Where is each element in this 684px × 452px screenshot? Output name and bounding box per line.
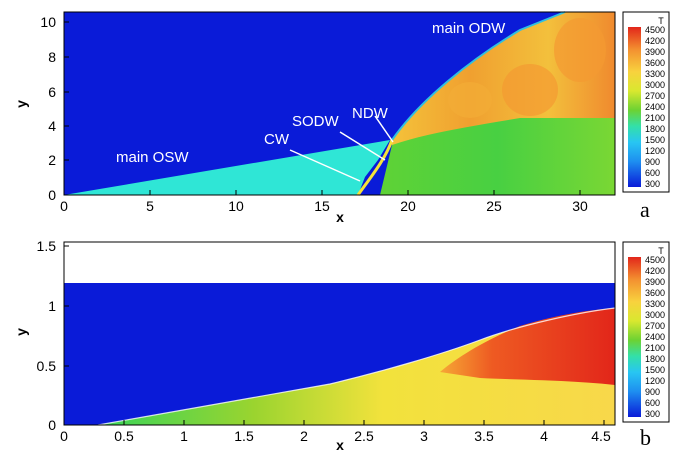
annotation-main-odw: main ODW bbox=[432, 20, 506, 37]
panel-a-y-tick-label: 0 bbox=[48, 187, 56, 203]
panel-a-x-axis-label: x bbox=[336, 209, 344, 225]
panel-a-x-tick-label: 30 bbox=[572, 198, 588, 214]
panel-a-warm-patch bbox=[554, 18, 606, 82]
panel-a-y-axis-label: y bbox=[13, 100, 29, 108]
panel-a-x-tick-label: 15 bbox=[314, 198, 330, 214]
panel-b-x-tick-label: 0.5 bbox=[114, 428, 134, 444]
legend-a-level: 4200 bbox=[645, 36, 665, 46]
legend-b-title: T bbox=[658, 246, 664, 256]
panel-a-osw-arrow bbox=[289, 149, 361, 182]
panel-b-x-tick-label: 2.5 bbox=[354, 428, 374, 444]
panel-a-x-tick-label: 20 bbox=[400, 198, 416, 214]
legend-a-level: 3900 bbox=[645, 47, 665, 57]
legend-a-level: 300 bbox=[645, 179, 660, 189]
legend-a-colorbar bbox=[628, 27, 641, 187]
panel-a-sodw-arrow bbox=[339, 131, 386, 161]
legend-b-level: 3600 bbox=[645, 288, 665, 298]
panel-a-y-tick-label: 10 bbox=[40, 14, 56, 30]
annotation-cw: CW bbox=[264, 131, 290, 148]
panel-b-boundary-line bbox=[97, 307, 616, 426]
legend-b-level: 3900 bbox=[645, 277, 665, 287]
legend-a-level: 3000 bbox=[645, 80, 665, 90]
panel-a-y-ticks bbox=[64, 21, 69, 196]
legend-b-level: 2100 bbox=[645, 343, 665, 353]
panel-a-label: a bbox=[640, 197, 650, 222]
legend-a-level: 4500 bbox=[645, 25, 665, 35]
panel-b-x-tick-label: 3 bbox=[420, 428, 428, 444]
legend-b-level: 1800 bbox=[645, 354, 665, 364]
legend-b-level: 4500 bbox=[645, 255, 665, 265]
legend-b-level: 600 bbox=[645, 398, 660, 408]
panel-b-x-ticks bbox=[63, 420, 605, 425]
panel-a-cw-curve bbox=[356, 139, 394, 196]
panel-b-label: b bbox=[640, 425, 651, 450]
legend-b-level: 4200 bbox=[645, 266, 665, 276]
panel-b: 0 0.5 1 1.5 2 2.5 3 3.5 4 4.5 x 0 0.5 1 … bbox=[13, 238, 651, 452]
legend-b-level: 3300 bbox=[645, 299, 665, 309]
panel-a-x-tick-label: 0 bbox=[60, 198, 68, 214]
legend-b-level: 300 bbox=[645, 409, 660, 419]
legend-a-level: 1800 bbox=[645, 124, 665, 134]
legend-a: T 4500 4200 3900 3600 3300 3000 2700 240… bbox=[622, 11, 670, 193]
panel-a-y-tick-label: 6 bbox=[48, 84, 56, 100]
panel-a-axes-frame bbox=[63, 11, 616, 196]
panel-a-y-tick-label: 4 bbox=[48, 118, 56, 134]
legend-b-level: 2400 bbox=[645, 332, 665, 342]
panel-a-osw-region bbox=[64, 140, 390, 195]
panel-a-ndw-arrow bbox=[374, 115, 394, 143]
panel-b-lower-wedge bbox=[98, 308, 615, 425]
panel-a-x-tick-label: 25 bbox=[486, 198, 502, 214]
panel-b-y-tick-label: 0.5 bbox=[37, 358, 57, 374]
panel-a-y-tick-label: 2 bbox=[48, 152, 56, 168]
panel-b-y-tick-label: 1 bbox=[48, 298, 56, 314]
panel-b-y-tick-label: 1.5 bbox=[37, 238, 57, 254]
panel-b-y-ticks bbox=[64, 245, 69, 426]
legend-b-level: 3000 bbox=[645, 310, 665, 320]
legend-b-level: 1200 bbox=[645, 376, 665, 386]
legend-a-level: 2100 bbox=[645, 113, 665, 123]
legend-b-colorbar bbox=[628, 257, 641, 417]
panel-b-y-tick-label: 0 bbox=[48, 417, 56, 433]
panel-a-y-tick-label: 8 bbox=[48, 49, 56, 65]
legend-b: T 4500 4200 3900 3600 3300 3000 2700 240… bbox=[622, 241, 670, 423]
legend-a-level: 1200 bbox=[645, 146, 665, 156]
legend-b-level: 2700 bbox=[645, 321, 665, 331]
panel-b-x-tick-label: 0 bbox=[60, 428, 68, 444]
legend-b-level: 900 bbox=[645, 387, 660, 397]
panel-a: main ODW main OSW CW SODW NDW 0 5 10 15 … bbox=[13, 11, 650, 225]
panel-b-x-tick-label: 4 bbox=[540, 428, 548, 444]
panel-b-hot-region bbox=[440, 308, 615, 385]
legend-a-level: 1500 bbox=[645, 135, 665, 145]
panel-a-x-ticks bbox=[63, 190, 581, 195]
annotation-sodw: SODW bbox=[292, 113, 340, 130]
panel-a-x-tick-label: 5 bbox=[146, 198, 154, 214]
legend-a-level: 600 bbox=[645, 168, 660, 178]
annotation-main-osw: main OSW bbox=[116, 149, 189, 166]
panel-a-warm-patch bbox=[448, 82, 492, 118]
legend-a-level: 900 bbox=[645, 157, 660, 167]
panel-a-odw-line bbox=[391, 11, 566, 141]
panel-b-x-tick-label: 4.5 bbox=[591, 428, 611, 444]
panel-a-x-tick-label: 10 bbox=[228, 198, 244, 214]
panel-a-warm-patch bbox=[502, 64, 558, 116]
panel-b-axes-frame bbox=[63, 241, 616, 426]
panel-b-x-tick-label: 1 bbox=[180, 428, 188, 444]
legend-a-level: 2700 bbox=[645, 91, 665, 101]
legend-a-level: 2400 bbox=[645, 102, 665, 112]
panel-b-x-tick-label: 1.5 bbox=[234, 428, 254, 444]
legend-a-level: 3600 bbox=[645, 58, 665, 68]
legend-a-title: T bbox=[658, 16, 664, 26]
panel-b-y-axis-label: y bbox=[13, 328, 29, 336]
annotation-ndw: NDW bbox=[352, 105, 389, 122]
legend-a-level: 3300 bbox=[645, 69, 665, 79]
panel-b-x-axis-label: x bbox=[336, 437, 344, 452]
panel-b-x-tick-label: 3.5 bbox=[474, 428, 494, 444]
panel-a-green-band bbox=[380, 118, 615, 195]
legend-b-level: 1500 bbox=[645, 365, 665, 375]
panel-b-x-tick-label: 2 bbox=[300, 428, 308, 444]
